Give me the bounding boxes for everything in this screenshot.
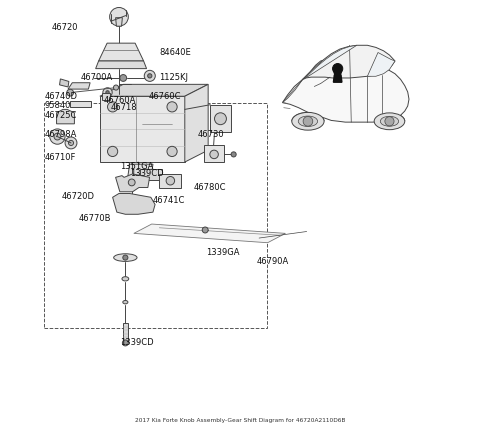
Text: 46720: 46720 [51,23,78,32]
Text: 2017 Kia Forte Knob Assembly-Gear Shift Diagram for 46720A2110D6B: 2017 Kia Forte Knob Assembly-Gear Shift … [135,418,345,423]
Polygon shape [98,43,144,61]
Polygon shape [282,59,409,122]
Text: 46740D: 46740D [45,92,78,101]
Text: 46730: 46730 [198,130,224,138]
Ellipse shape [298,116,318,127]
Circle shape [166,176,175,185]
Circle shape [106,91,109,94]
Polygon shape [185,84,208,162]
Polygon shape [100,96,185,162]
Circle shape [50,129,65,144]
Circle shape [123,255,128,260]
Polygon shape [100,84,208,96]
Ellipse shape [122,277,129,281]
Circle shape [67,89,73,96]
Text: 46770B: 46770B [79,213,111,223]
Polygon shape [57,109,74,124]
Circle shape [103,88,112,97]
Circle shape [54,133,61,140]
Ellipse shape [380,116,398,126]
Text: 46798A: 46798A [45,130,77,138]
Polygon shape [367,52,395,76]
Text: 46760A: 46760A [103,96,136,105]
Circle shape [202,227,208,233]
Text: 1339CD: 1339CD [130,170,163,178]
Ellipse shape [374,113,405,130]
Text: 84640E: 84640E [159,48,191,57]
Text: 46760C: 46760C [149,92,181,101]
Circle shape [120,75,127,81]
Bar [44,103,267,328]
Text: 95840: 95840 [45,101,71,110]
Circle shape [333,63,343,74]
Circle shape [148,74,152,78]
Polygon shape [304,45,357,79]
Polygon shape [334,75,342,82]
Polygon shape [128,164,153,179]
Polygon shape [60,79,69,87]
Ellipse shape [123,300,128,304]
Bar [123,323,128,342]
Bar [210,105,231,132]
Bar [159,174,181,187]
Bar [204,145,224,162]
Ellipse shape [292,112,324,130]
Text: 1125KJ: 1125KJ [159,72,188,82]
Text: 46700A: 46700A [80,72,113,82]
Text: 46780C: 46780C [193,183,226,192]
Polygon shape [96,61,146,69]
Text: 46741C: 46741C [153,196,185,205]
Circle shape [108,102,118,112]
Bar [70,101,91,107]
Circle shape [210,150,218,158]
Bar [140,169,162,180]
Polygon shape [113,193,155,214]
Circle shape [69,141,73,146]
Polygon shape [116,174,150,192]
Bar [102,93,109,101]
Polygon shape [303,45,395,79]
Text: 1339GA: 1339GA [206,248,240,256]
Text: 46720D: 46720D [61,193,95,201]
Ellipse shape [114,254,137,262]
Polygon shape [334,71,341,76]
Circle shape [303,116,313,126]
Circle shape [122,340,128,346]
Circle shape [65,137,77,149]
Text: 46710F: 46710F [45,153,76,162]
Circle shape [109,8,128,26]
Text: 46718: 46718 [111,103,138,112]
Circle shape [144,70,156,81]
Circle shape [215,113,227,125]
Text: 46790A: 46790A [257,257,289,266]
Circle shape [167,147,177,156]
Circle shape [108,147,118,156]
Text: 46725C: 46725C [45,111,77,120]
Circle shape [385,117,394,126]
Circle shape [113,85,119,90]
Circle shape [167,102,177,112]
Circle shape [128,179,135,186]
Text: 1351GA: 1351GA [120,162,154,171]
Text: 1339CD: 1339CD [120,337,154,347]
Polygon shape [116,17,122,26]
Circle shape [231,152,236,157]
Polygon shape [134,224,286,243]
Polygon shape [68,83,90,89]
